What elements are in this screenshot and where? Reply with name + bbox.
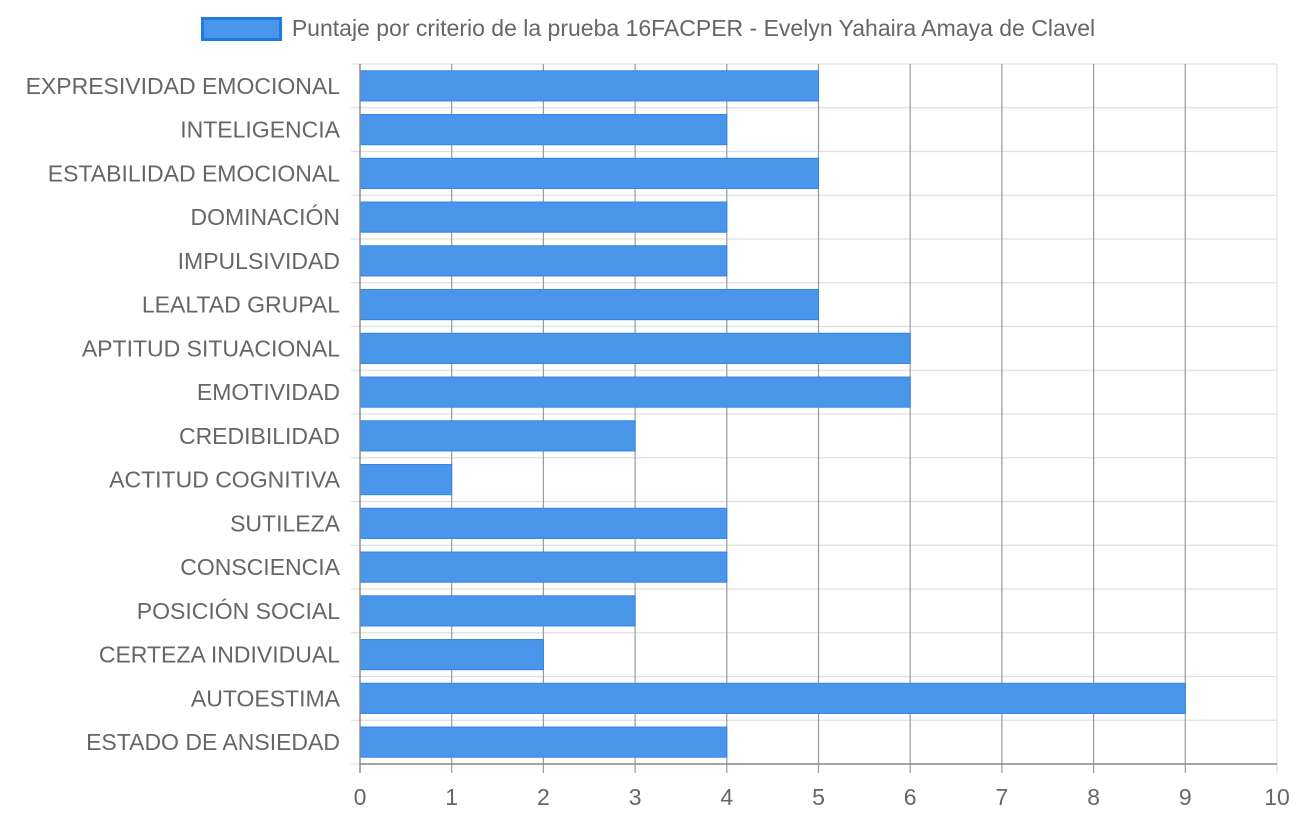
category-label: EMOTIVIDAD	[197, 379, 340, 405]
bar[interactable]	[359, 595, 636, 627]
x-tick-label: 0	[354, 784, 367, 810]
category-label: CERTEZA INDIVIDUAL	[99, 642, 340, 668]
bar[interactable]	[359, 551, 728, 583]
category-label: AUTOESTIMA	[191, 685, 341, 711]
category-label: EXPRESIVIDAD EMOCIONAL	[26, 73, 341, 99]
category-label: CREDIBILIDAD	[179, 423, 340, 449]
legend-label: Puntaje por criterio de la prueba 16FACP…	[291, 15, 1096, 41]
bar[interactable]	[359, 114, 728, 146]
category-label: IMPULSIVIDAD	[178, 248, 340, 274]
category-label: ESTADO DE ANSIEDAD	[86, 729, 340, 755]
bar[interactable]	[359, 289, 819, 321]
category-label: SUTILEZA	[230, 510, 341, 536]
bar[interactable]	[359, 245, 728, 277]
axes	[359, 64, 1277, 773]
category-label: DOMINACIÓN	[191, 204, 341, 230]
x-tick-label: 4	[720, 784, 733, 810]
category-label: POSICIÓN SOCIAL	[137, 598, 340, 624]
bar[interactable]	[359, 420, 636, 452]
bar[interactable]	[359, 376, 911, 408]
category-label: CONSCIENCIA	[180, 554, 340, 580]
x-tick-label: 1	[445, 784, 458, 810]
bars	[359, 70, 1186, 758]
bar[interactable]	[359, 70, 819, 102]
category-labels: EXPRESIVIDAD EMOCIONAL INTELIGENCIA ESTABI…	[26, 73, 341, 755]
x-tick-label: 5	[812, 784, 825, 810]
category-label: APTITUD SITUACIONAL	[82, 335, 340, 361]
bar[interactable]	[359, 201, 728, 233]
x-tick-label: 10	[1264, 784, 1290, 810]
x-tick-labels: 0 1 2 3 4 5 6 7 8 9 10	[354, 784, 1290, 810]
x-tick-label: 3	[629, 784, 642, 810]
x-tick-label: 8	[1087, 784, 1100, 810]
chart-legend[interactable]: Puntaje por criterio de la prueba 16FACP…	[0, 15, 1296, 42]
legend-swatch	[200, 16, 282, 41]
category-label: LEALTAD GRUPAL	[142, 292, 340, 318]
bar[interactable]	[359, 464, 453, 496]
x-tick-label: 2	[537, 784, 550, 810]
bar[interactable]	[359, 726, 728, 758]
bar[interactable]	[359, 682, 1186, 714]
category-label: ACTITUD COGNITIVA	[109, 467, 341, 493]
x-tick-label: 9	[1179, 784, 1192, 810]
category-label: ESTABILIDAD EMOCIONAL	[48, 160, 340, 186]
bar[interactable]	[359, 507, 728, 539]
x-tick-label: 7	[996, 784, 1009, 810]
bar[interactable]	[359, 157, 819, 189]
category-label: INTELIGENCIA	[180, 117, 340, 143]
x-tick-label: 6	[904, 784, 917, 810]
bar[interactable]	[359, 332, 911, 364]
bar[interactable]	[359, 639, 544, 671]
